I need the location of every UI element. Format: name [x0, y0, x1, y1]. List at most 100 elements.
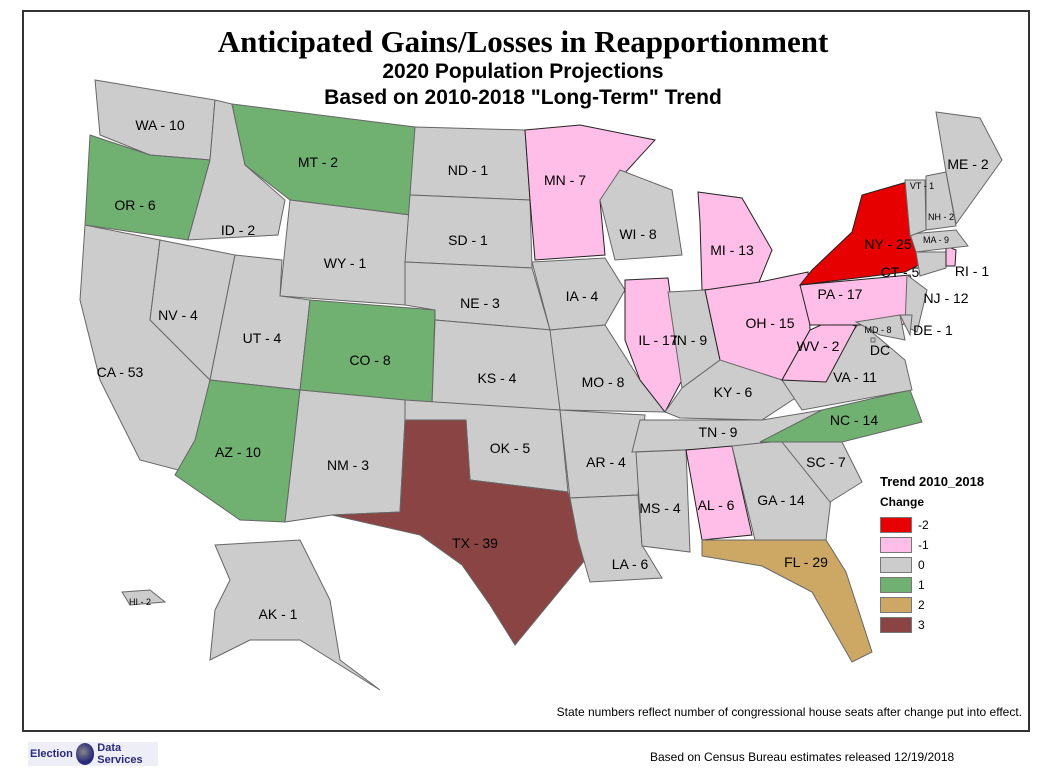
legend-item: -1: [880, 535, 984, 555]
state-label: VA - 11: [833, 369, 877, 385]
state-label: MD - 8: [865, 325, 892, 335]
state-label: ND - 1: [448, 162, 489, 178]
state-me: [935, 111, 1003, 226]
legend-item: 1: [880, 575, 984, 595]
state-label: AK - 1: [259, 606, 298, 622]
legend-label: -2: [918, 518, 929, 532]
state-label: VT - 1: [910, 181, 934, 191]
legend-swatch: [880, 517, 912, 533]
state-label: OK - 5: [490, 440, 531, 456]
state-label: KY - 6: [714, 384, 753, 400]
legend-subtitle: Change: [880, 495, 925, 509]
state-label: FL - 29: [784, 554, 828, 570]
state-label: CA - 53: [97, 364, 144, 380]
state-label: AZ - 10: [215, 444, 261, 460]
legend-title: Trend 2010_2018: [880, 474, 985, 489]
state-mi: [697, 191, 773, 291]
logo-right-text: Data Services: [97, 742, 143, 766]
state-label: UT - 4: [243, 330, 282, 346]
globe-icon: [75, 743, 95, 765]
state-label: OH - 15: [745, 315, 794, 331]
state-md: [854, 314, 906, 341]
legend-label: 0: [918, 558, 925, 572]
state-label: GA - 14: [757, 492, 805, 508]
state-label: MO - 8: [582, 374, 625, 390]
state-label: MS - 4: [639, 500, 680, 516]
state-label: WV - 2: [797, 338, 840, 354]
state-label: CO - 8: [349, 352, 390, 368]
state-label: TX - 39: [452, 535, 498, 551]
state-label: RI - 1: [955, 263, 989, 279]
legend-swatch: [880, 577, 912, 593]
state-label: NH - 2: [928, 212, 954, 222]
legend-label: -1: [918, 538, 929, 552]
legend: Trend 2010_2018 Change -2 -1 0 1 2 3: [880, 474, 984, 635]
state-label: MI - 13: [710, 242, 754, 258]
subtitle-2: Based on 2010-2018 "Long-Term" Trend: [324, 86, 722, 109]
state-label: ID - 2: [221, 222, 255, 238]
legend-label: 2: [918, 598, 925, 612]
state-label: AL - 6: [698, 497, 735, 513]
source-note: Based on Census Bureau estimates release…: [650, 750, 955, 764]
state-label: DC: [870, 342, 890, 358]
state-label: DE - 1: [913, 322, 953, 338]
state-label: AR - 4: [586, 454, 626, 470]
legend-swatch: [880, 557, 912, 573]
state-ks: [431, 319, 561, 411]
state-label: PA - 17: [818, 286, 863, 302]
state-fl: [701, 539, 873, 663]
legend-swatch: [880, 617, 912, 633]
state-wi: [599, 169, 683, 261]
state-label: SC - 7: [806, 454, 846, 470]
state-ia: [531, 257, 626, 331]
legend-swatch: [880, 537, 912, 553]
state-ri: [945, 245, 957, 267]
state-label: WY - 1: [324, 255, 367, 271]
state-ak: [209, 539, 381, 691]
state-label: MA - 9: [923, 235, 949, 245]
state-label: IA - 4: [566, 288, 599, 304]
state-wy: [279, 199, 411, 306]
state-label: NJ - 12: [923, 290, 968, 306]
logo-left-text: Election: [30, 748, 73, 760]
state-ma: [909, 229, 969, 253]
state-label: ME - 2: [947, 156, 988, 172]
map-frame: [22, 10, 1030, 732]
legend-item: 0: [880, 555, 984, 575]
state-ct: [915, 251, 947, 277]
election-data-services-logo: Election Data Services: [28, 742, 158, 766]
state-label: NM - 3: [327, 457, 369, 473]
state-label: KS - 4: [478, 370, 517, 386]
state-nm: [284, 389, 406, 523]
legend-label: 3: [918, 618, 925, 632]
state-label: SD - 1: [448, 232, 488, 248]
legend-label: 1: [918, 578, 925, 592]
state-la: [569, 494, 663, 583]
state-label: WA - 10: [135, 117, 184, 133]
state-hi: [121, 589, 167, 606]
state-label: CT - 5: [881, 264, 920, 280]
footnote: State numbers reflect number of congress…: [556, 705, 1022, 719]
state-label: MT - 2: [298, 154, 338, 170]
state-label: MN - 7: [544, 172, 586, 188]
subtitle-1: 2020 Population Projections: [382, 60, 664, 83]
state-label: HI - 2: [129, 597, 151, 607]
legend-item: -2: [880, 515, 984, 535]
state-mn: [524, 124, 656, 261]
state-de: [899, 314, 913, 337]
state-label: LA - 6: [612, 556, 649, 572]
legend-item: 3: [880, 615, 984, 635]
state-label: OR - 6: [114, 197, 155, 213]
state-label: IL - 17: [638, 332, 677, 348]
state-label: NY - 25: [864, 236, 911, 252]
state-label: NE - 3: [460, 295, 500, 311]
state-nc: [759, 389, 923, 443]
legend-item: 2: [880, 595, 984, 615]
state-label: WI - 8: [619, 226, 657, 242]
map-title: Anticipated Gains/Losses in Reapportionm…: [217, 24, 829, 59]
state-label: IN - 9: [673, 332, 707, 348]
legend-swatch: [880, 597, 912, 613]
state-ms: [635, 449, 691, 553]
state-label: NC - 14: [830, 412, 878, 428]
